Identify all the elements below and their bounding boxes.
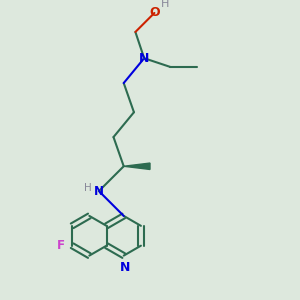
Text: O: O bbox=[149, 7, 160, 20]
Text: N: N bbox=[120, 261, 130, 274]
Text: H: H bbox=[161, 0, 170, 9]
Text: N: N bbox=[139, 52, 149, 65]
Text: F: F bbox=[57, 239, 65, 252]
Text: H: H bbox=[84, 183, 92, 193]
Polygon shape bbox=[124, 163, 150, 170]
Text: N: N bbox=[94, 184, 104, 198]
